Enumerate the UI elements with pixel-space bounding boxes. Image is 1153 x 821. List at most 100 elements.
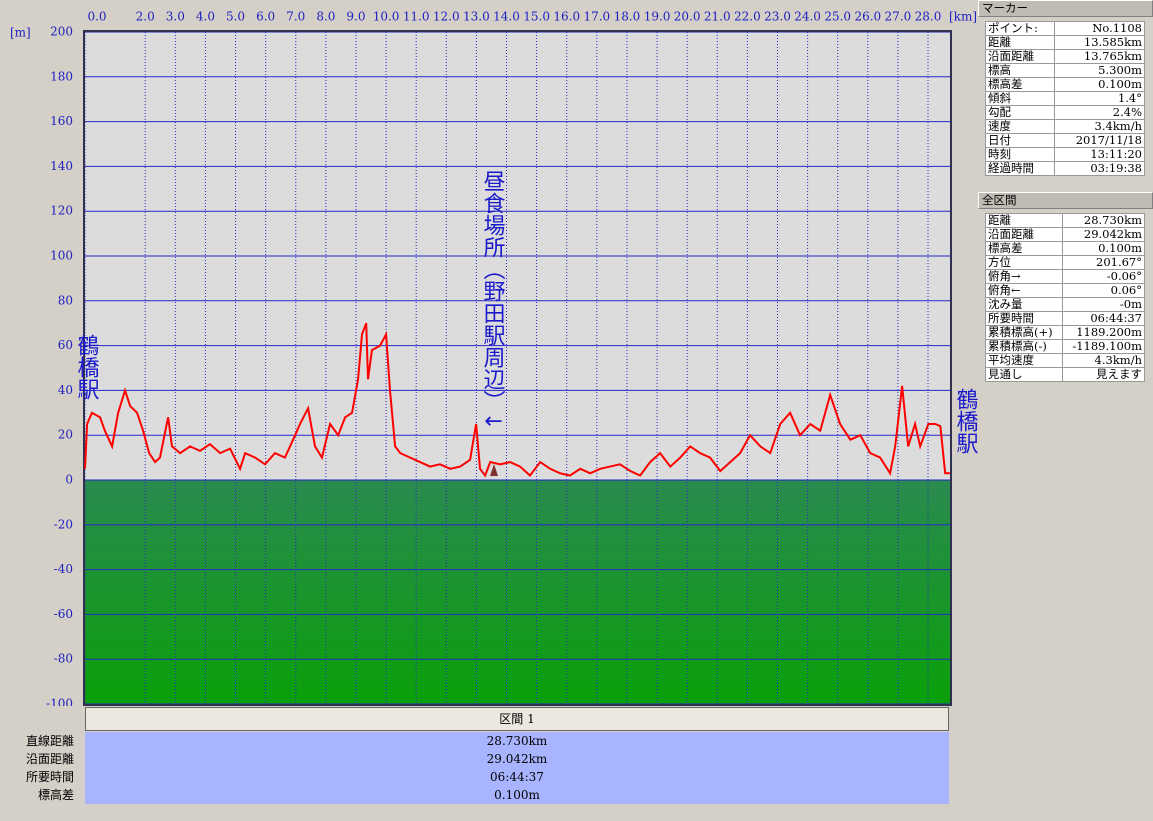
panel-row: 累積標高(+) 1189.200m	[985, 325, 1146, 340]
row-value: 2017/11/18	[1054, 133, 1145, 148]
section-value: 06:44:37	[85, 768, 949, 786]
x-tick-label: 21.0	[704, 10, 731, 24]
section-value: 28.730km	[85, 732, 949, 750]
section-header: 区間 1	[85, 707, 949, 731]
panel-row: 距離 28.730km	[985, 213, 1146, 228]
row-label: 速度	[984, 119, 1056, 134]
y-tick-label: 120	[50, 204, 73, 218]
x-tick-label: 18.0	[614, 10, 641, 24]
y-tick-label: -100	[46, 697, 73, 707]
panel-row: 見通し 見えます	[985, 367, 1146, 382]
section-label: 沿面距離	[25, 752, 74, 766]
row-value: 06:44:37	[1061, 311, 1146, 326]
y-tick-label: 40	[58, 383, 73, 397]
row-label: 累積標高(+)	[985, 325, 1063, 340]
row-label: 標高	[984, 63, 1056, 78]
x-tick-label: 15.0	[523, 10, 550, 24]
row-label: 傾斜	[984, 91, 1056, 106]
panel-row: 傾斜 1.4°	[984, 91, 1145, 106]
row-value: 13.585km	[1054, 35, 1145, 50]
y-axis-label: [m]	[10, 26, 31, 40]
x-tick-label: 28.0	[915, 10, 942, 24]
panel-row: 勾配 2.4%	[984, 105, 1145, 120]
row-label: 距離	[985, 213, 1063, 228]
row-value: 28.730km	[1061, 213, 1146, 228]
row-label: 経過時間	[984, 161, 1056, 176]
row-label: 方位	[985, 255, 1063, 270]
panel-row: 標高差 0.100m	[984, 77, 1145, 92]
row-label: 日付	[984, 133, 1056, 148]
row-value: 5.300m	[1054, 63, 1145, 78]
y-tick-label: -60	[54, 607, 73, 621]
panel-row: 経過時間 03:19:38	[984, 161, 1145, 176]
row-label: 標高差	[985, 241, 1063, 256]
x-tick-label: 12.0	[433, 10, 460, 24]
row-value: 29.042km	[1061, 227, 1146, 242]
y-tick-label: 80	[58, 293, 73, 307]
annotation: 鶴橋駅	[74, 334, 100, 400]
plot-frame	[83, 30, 952, 706]
panel-header: マーカー	[978, 0, 1153, 17]
elevation-line	[84, 322, 950, 478]
row-value: 13:11:20	[1054, 147, 1145, 162]
y-tick-label: 140	[50, 159, 73, 173]
marker-panel: マーカー ポイント: No.1108 距離 13.585km 沿面距離 13.765km 標高…	[978, 0, 1153, 176]
x-tick-label: 10.0	[373, 10, 400, 24]
panel-row: 標高 5.300m	[984, 63, 1145, 78]
row-value: 見えます	[1061, 367, 1146, 382]
row-value: 2.4%	[1054, 105, 1145, 120]
row-value: 1189.200m	[1061, 325, 1146, 340]
x-tick-label: 19.0	[644, 10, 671, 24]
x-tick-label: 24.0	[794, 10, 821, 24]
x-tick-label: 23.0	[764, 10, 791, 24]
x-tick-label: 20.0	[674, 10, 701, 24]
row-label: 見通し	[985, 367, 1063, 382]
panel-row: 沈み量 -0m	[985, 297, 1146, 312]
marker-icon	[490, 464, 498, 476]
row-label: 平均速度	[985, 353, 1063, 368]
y-tick-label: -80	[54, 652, 73, 666]
x-tick-label: 13.0	[463, 10, 490, 24]
row-value: 13.765km	[1054, 49, 1145, 64]
y-tick-label: 100	[50, 249, 73, 263]
x-tick-label: 16.0	[553, 10, 580, 24]
x-tick-label: 6.0	[256, 10, 275, 24]
section-row: 所要時間 06:44:37	[0, 768, 950, 786]
row-label: 時刻	[984, 147, 1056, 162]
x-tick-label: 8.0	[316, 10, 335, 24]
panel-table: ポイント: No.1108 距離 13.585km 沿面距離 13.765km 標高 5.30…	[984, 21, 1145, 176]
row-label: 距離	[984, 35, 1056, 50]
panel-row: 俯角→ -0.06°	[985, 269, 1146, 284]
section-label: 直線距離	[25, 734, 74, 748]
x-tick-label: 26.0	[854, 10, 881, 24]
section-label: 所要時間	[25, 770, 74, 784]
section-row: 標高差 0.100m	[0, 786, 950, 804]
panel-row: ポイント: No.1108	[984, 21, 1145, 36]
x-tick-label: 3.0	[166, 10, 185, 24]
panel-row: 所要時間 06:44:37	[985, 311, 1146, 326]
panel-row: 速度 3.4km/h	[984, 119, 1145, 134]
panel-row: 時刻 13:11:20	[984, 147, 1145, 162]
x-tick-label: 27.0	[885, 10, 912, 24]
row-label: ポイント:	[984, 21, 1056, 36]
annotation: 鶴橋駅	[953, 388, 979, 454]
x-tick-label: 14.0	[493, 10, 520, 24]
panel-header: 全区間	[978, 192, 1153, 209]
y-tick-label: 0	[65, 473, 73, 487]
row-label: 沿面距離	[984, 49, 1056, 64]
row-label: 所要時間	[985, 311, 1063, 326]
x-axis-label: [km]	[949, 10, 977, 24]
row-value: 0.100m	[1061, 241, 1146, 256]
x-tick-label: 0.0	[87, 10, 106, 24]
row-value: 0.100m	[1054, 77, 1145, 92]
panel-table: 距離 28.730km 沿面距離 29.042km 標高差 0.100m 方位 201.67°…	[985, 213, 1146, 382]
section-row: 沿面距離 29.042km	[0, 750, 950, 768]
row-value: 4.3km/h	[1061, 353, 1146, 368]
ground-fill	[85, 480, 950, 704]
y-tick-label: 200	[50, 25, 73, 39]
annotation: 昼食場所（野田駅周辺）↓	[480, 170, 506, 430]
row-label: 標高差	[984, 77, 1056, 92]
panel-row: 沿面距離 29.042km	[985, 227, 1146, 242]
panel-row: 方位 201.67°	[985, 255, 1146, 270]
row-value: No.1108	[1054, 21, 1145, 36]
